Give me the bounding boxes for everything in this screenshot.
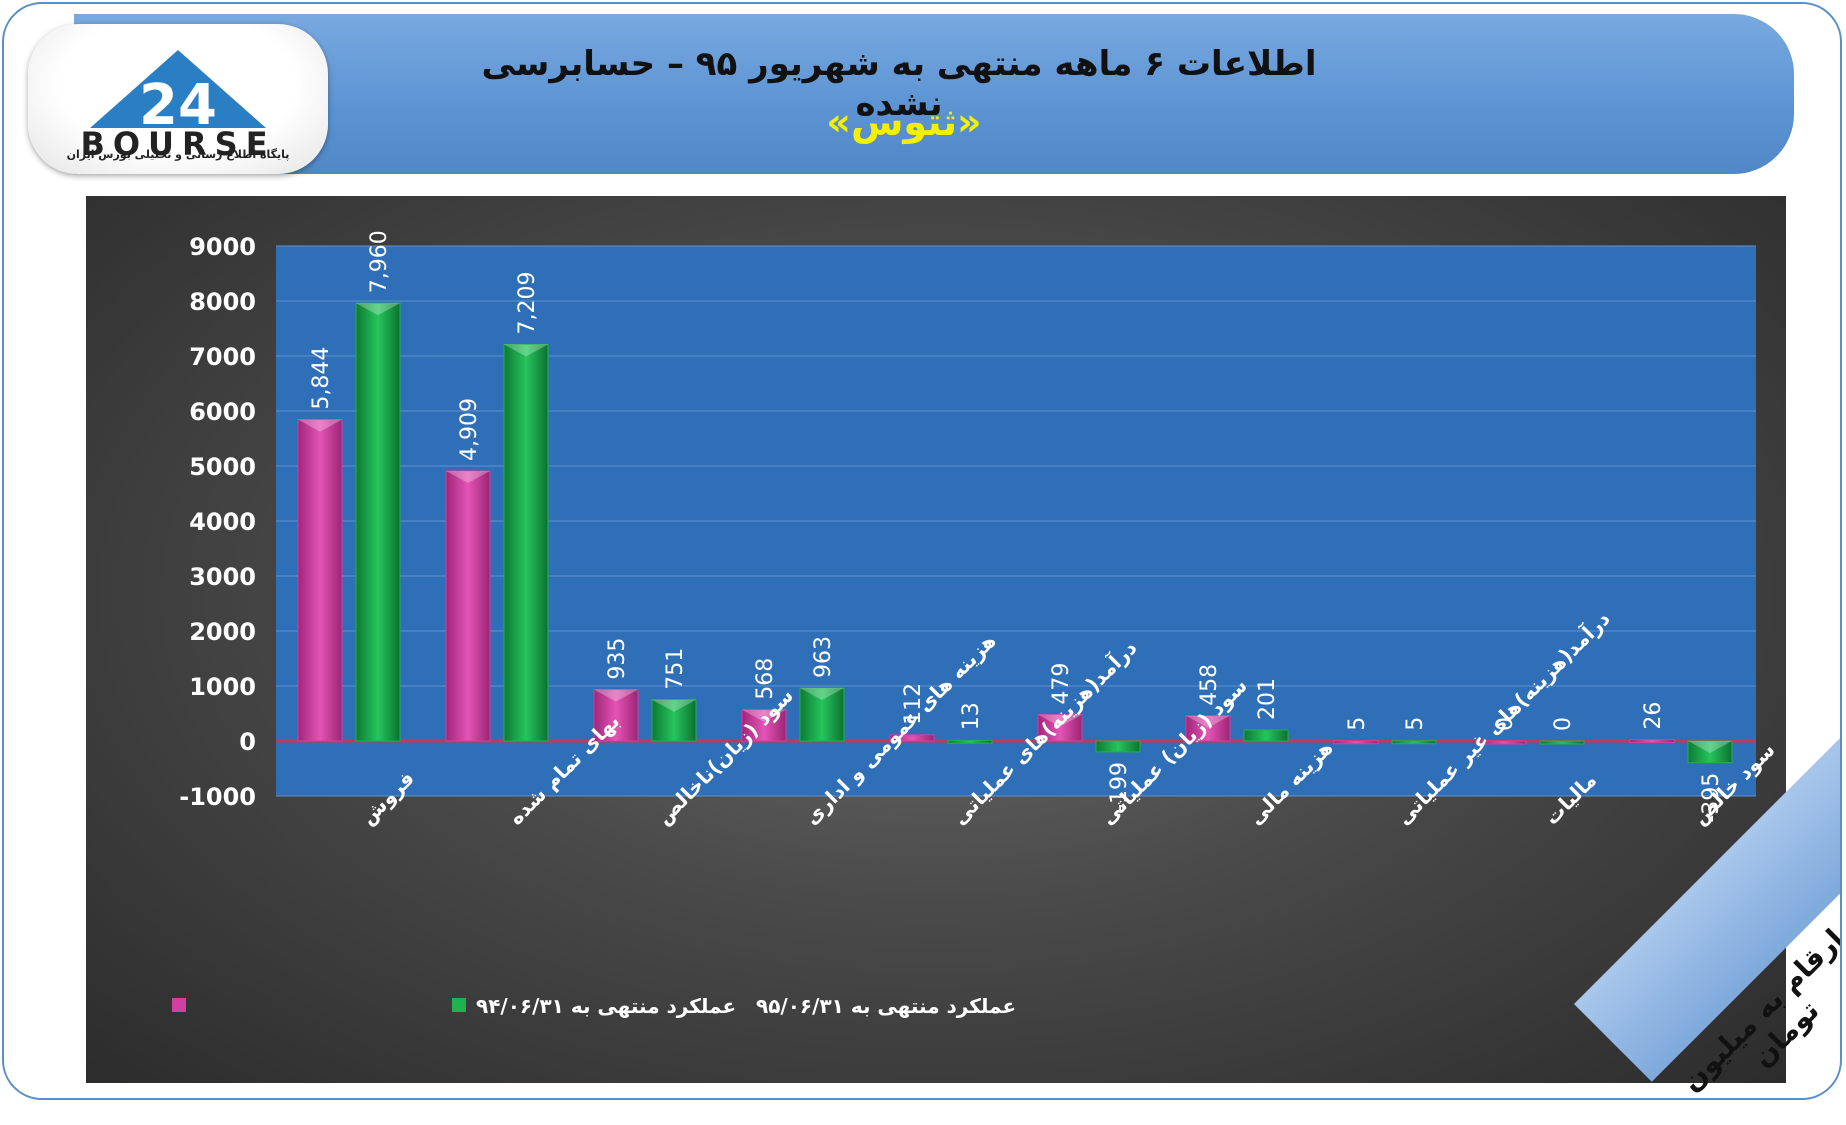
bar-bevel	[742, 709, 786, 722]
bar	[1095, 740, 1141, 753]
y-axis: 9000 8000 7000 6000 5000 4000 3000 2000 1000 0 -10…	[179, 233, 256, 811]
bar	[889, 734, 935, 742]
data-label: 935	[605, 638, 630, 680]
y-tick-label: 8000	[189, 288, 256, 316]
bar	[1243, 729, 1289, 742]
data-label: 568	[753, 658, 778, 700]
bar-bevel	[446, 471, 490, 484]
data-label: 7,960	[367, 230, 392, 293]
bar	[1037, 714, 1083, 742]
bar	[445, 470, 491, 742]
legend-label: عملکرد منتهی به ۹۵/۰۶/۳۱	[756, 994, 1016, 1018]
y-tick-label: -1000	[179, 783, 256, 811]
data-label: 5	[1345, 717, 1370, 731]
bar	[593, 689, 639, 742]
y-tick-label: 0	[239, 728, 256, 756]
legend: عملکرد منتهی به ۹۴/۰۶/۳۱ عملکرد منتهی به …	[172, 994, 1016, 1018]
data-label: -199	[1107, 762, 1132, 812]
y-tick-label: 4000	[189, 508, 256, 536]
y-tick-label: 3000	[189, 563, 256, 591]
y-tick-label: 1000	[189, 673, 256, 701]
chart-panel: 9000 8000 7000 6000 5000 4000 3000 2000 1000 0 -10…	[86, 196, 1786, 1083]
bar-bevel	[1688, 741, 1732, 753]
data-label: 26	[1641, 702, 1666, 730]
company-name: «ثتوس»	[826, 100, 982, 144]
logo: 24 BOURSE پایگاه اطلاع رسانی و تحلیلی بو…	[28, 24, 328, 174]
bar	[1539, 740, 1585, 745]
page-title: اطلاعات ۶ ماهه منتهی به شهریور ۹۵ – حساب…	[481, 44, 1317, 124]
bar	[503, 344, 549, 742]
bar	[1185, 715, 1231, 742]
data-label: 112	[901, 683, 926, 725]
bar-bevel	[594, 689, 638, 702]
bar	[355, 302, 401, 742]
bar	[651, 699, 697, 742]
bar-bevel	[652, 699, 696, 712]
logo-mark-icon: 24 BOURSE	[80, 50, 275, 163]
bar	[1629, 739, 1675, 744]
bar	[1333, 740, 1379, 745]
bar-bevel	[1186, 715, 1230, 728]
logo-number: 24	[139, 73, 217, 138]
data-label: 458	[1197, 664, 1222, 706]
bar	[1687, 740, 1733, 764]
data-label: 479	[1049, 663, 1074, 705]
legend-label: عملکرد منتهی به ۹۴/۰۶/۳۱	[476, 994, 736, 1018]
data-label: 751	[663, 648, 688, 690]
bar-bevel	[356, 303, 400, 316]
data-label: 5	[1403, 717, 1428, 731]
data-label: 0	[1493, 717, 1518, 731]
data-label: 0	[1551, 717, 1576, 731]
bar	[799, 687, 845, 742]
bars: 5,844 7,960 4,909 7,209 935 751 568 963 112 13 479…	[297, 230, 1733, 823]
y-tick-label: 7000	[189, 343, 256, 371]
bar	[1481, 740, 1527, 745]
bar-bevel	[1038, 714, 1082, 727]
legend-swatch	[452, 998, 466, 1012]
bar	[947, 739, 993, 744]
bar-bevel	[504, 344, 548, 357]
y-tick-label: 2000	[189, 618, 256, 646]
data-label: 13	[959, 702, 984, 730]
y-tick-label: 6000	[189, 398, 256, 426]
bar-chart: 9000 8000 7000 6000 5000 4000 3000 2000 1000 0 -10…	[172, 230, 1780, 1018]
bar-bevel	[298, 419, 342, 432]
y-tick-label: 5000	[189, 453, 256, 481]
data-label: 7,209	[515, 272, 540, 335]
data-label: -395	[1699, 773, 1724, 823]
y-tick-label: 9000	[189, 233, 256, 261]
bar	[1391, 740, 1437, 745]
bar	[297, 419, 343, 742]
bar	[741, 709, 787, 742]
logo-tagline: پایگاه اطلاع رسانی و تحلیلی بورس ایران	[66, 148, 290, 161]
chart-frame: اطلاعات ۶ ماهه منتهی به شهریور ۹۵ – حساب…	[2, 2, 1842, 1100]
header-band	[74, 14, 1794, 174]
data-label: 4,909	[457, 398, 482, 461]
bar-bevel	[800, 688, 844, 701]
legend-swatch	[172, 998, 186, 1012]
data-label: 963	[811, 636, 836, 678]
logo-brand: BOURSE	[80, 125, 275, 163]
data-label: 5,844	[309, 347, 334, 410]
data-label: 201	[1255, 678, 1280, 720]
